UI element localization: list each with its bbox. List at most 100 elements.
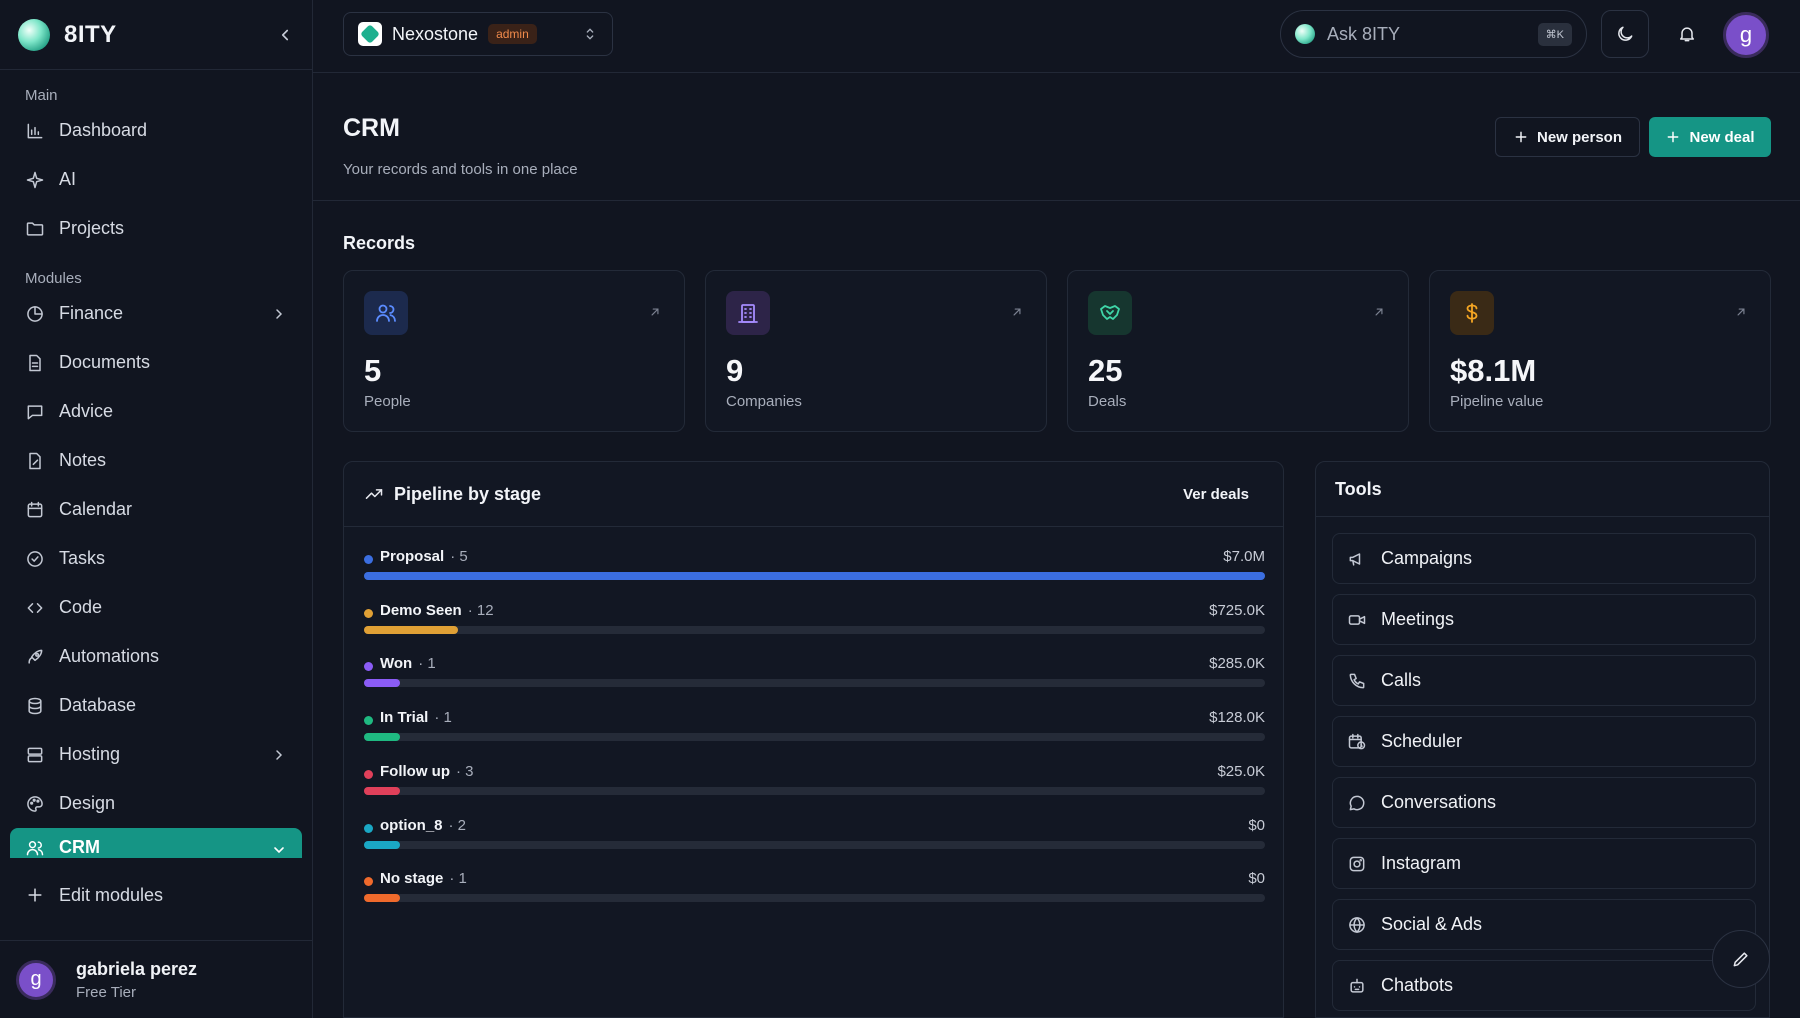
avatar[interactable]: g	[1723, 12, 1769, 58]
pipeline-stage-row[interactable]: Demo Seen · 12 $725.0K	[364, 600, 1265, 640]
pipeline-stage-row[interactable]: Won · 1 $285.0K	[364, 653, 1265, 693]
tool-instagram[interactable]: Instagram	[1332, 838, 1756, 889]
tool-social-ads[interactable]: Social & Ads	[1332, 899, 1756, 950]
view-deals-link[interactable]: Ver deals	[1183, 485, 1249, 503]
sidebar-item-documents[interactable]: Documents	[10, 338, 302, 387]
pipeline-stage-row[interactable]: Follow up · 3 $25.0K	[364, 761, 1265, 801]
stat-label: People	[364, 393, 411, 410]
sidebar-item-finance[interactable]: Finance	[10, 289, 302, 338]
edit-modules-button[interactable]: Edit modules	[0, 872, 312, 918]
shortcut-badge: ⌘K	[1537, 22, 1572, 46]
chevron-right-icon[interactable]	[271, 747, 287, 763]
pipeline-stage-row[interactable]: In Trial · 1 $128.0K	[364, 707, 1265, 747]
page-subtitle: Your records and tools in one place	[343, 161, 578, 178]
stat-card-deals[interactable]: 25 Deals	[1067, 270, 1409, 432]
sidebar-item-database[interactable]: Database	[10, 681, 302, 730]
sidebar-item-hosting[interactable]: Hosting	[10, 730, 302, 779]
sidebar-item-notes[interactable]: Notes	[10, 436, 302, 485]
stage-value: $285.0K	[1209, 655, 1265, 673]
stage-value: $0	[1248, 870, 1265, 888]
sidebar-item-label: Tasks	[59, 548, 106, 568]
new-deal-label: New deal	[1689, 128, 1755, 146]
stat-value: $8.1M	[1450, 353, 1537, 388]
tool-conversations[interactable]: Conversations	[1332, 777, 1756, 828]
stage-value: $128.0K	[1209, 709, 1265, 727]
sidebar-item-label: Documents	[59, 352, 151, 372]
stage-color-dot	[364, 877, 373, 887]
collapse-sidebar-icon[interactable]	[276, 26, 294, 44]
new-deal-button[interactable]: New deal	[1649, 117, 1771, 157]
stage-count: · 3	[455, 762, 474, 780]
ask-ai-input[interactable]: Ask 8ITY ⌘K	[1280, 10, 1587, 58]
stage-count: · 1	[449, 870, 467, 888]
sidebar-item-label: Calendar	[59, 499, 133, 519]
pipeline-stage-row[interactable]: Proposal · 5 $7.0M	[364, 546, 1265, 586]
tool-scheduler[interactable]: Scheduler	[1332, 716, 1756, 767]
sidebar-item-design[interactable]: Design	[10, 779, 302, 828]
section-label-main: Main	[25, 87, 58, 104]
pipeline-stage-row[interactable]: option_8 · 2 $0	[364, 815, 1265, 855]
tools-panel: Tools Campaigns Meetings Calls Scheduler…	[1315, 461, 1770, 1018]
stage-value: $7.0M	[1223, 548, 1265, 565]
stat-card-pipeline-value[interactable]: $8.1M Pipeline value	[1429, 270, 1771, 432]
tool-chatbots[interactable]: Chatbots	[1332, 960, 1756, 1011]
stage-name: Proposal · 5	[380, 548, 468, 565]
sidebar-item-advice[interactable]: Advice	[10, 387, 302, 436]
stage-progress-fill	[364, 840, 401, 849]
sidebar-item-label: Projects	[59, 218, 125, 238]
sidebar-item-label: Dashboard	[59, 120, 148, 140]
sidebar-item-tasks[interactable]: Tasks	[10, 534, 302, 583]
records-heading: Records	[343, 233, 416, 253]
new-person-label: New person	[1536, 128, 1623, 146]
nav-modules: Finance Documents Advice Notes Calendar …	[0, 289, 312, 858]
chevron-down-icon[interactable]	[271, 842, 287, 858]
edit-fab-button[interactable]	[1712, 930, 1770, 988]
stage-progress-fill	[364, 625, 458, 634]
user-profile[interactable]: g gabriela perez Free Tier	[0, 940, 312, 1018]
stage-color-dot	[364, 662, 373, 672]
stage-progress-track	[364, 572, 1265, 580]
arrow-up-right-icon[interactable]	[648, 305, 662, 319]
chevron-right-icon[interactable]	[271, 306, 287, 322]
sidebar-item-automations[interactable]: Automations	[10, 632, 302, 681]
tool-label: Instagram	[1381, 853, 1462, 873]
pipeline-panel: Pipeline by stage Ver deals Proposal · 5 $…	[343, 461, 1284, 1018]
pipeline-title: Pipeline by stage	[394, 483, 542, 504]
plus-icon	[1515, 131, 1527, 143]
new-person-button[interactable]: New person	[1495, 117, 1640, 157]
stat-card-companies[interactable]: 9 Companies	[705, 270, 1047, 432]
tool-label: Chatbots	[1381, 975, 1454, 995]
sidebar-item-dashboard[interactable]: Dashboard	[10, 106, 302, 155]
stage-color-dot	[364, 716, 373, 726]
database-icon	[25, 696, 45, 716]
sidebar-item-projects[interactable]: Projects	[10, 204, 302, 253]
arrow-up-right-icon[interactable]	[1734, 305, 1748, 319]
stage-value: $0	[1248, 816, 1265, 834]
sidebar-item-calendar[interactable]: Calendar	[10, 485, 302, 534]
stage-value: $25.0K	[1217, 762, 1265, 780]
sidebar-item-crm[interactable]: CRM	[10, 828, 302, 858]
trending-up-icon	[364, 484, 384, 504]
sidebar-item-code[interactable]: Code	[10, 583, 302, 632]
arrow-up-right-icon[interactable]	[1010, 305, 1024, 319]
instagram-icon	[1349, 856, 1365, 871]
chevron-up-down-icon	[582, 26, 598, 42]
pipeline-stage-row[interactable]: No stage · 1 $0	[364, 868, 1265, 908]
stage-count: · 1	[434, 709, 452, 727]
workspace-name: Nexostone	[392, 23, 479, 44]
megaphone-icon	[1349, 552, 1361, 566]
stat-label: Companies	[726, 393, 802, 410]
handshake-icon	[1098, 301, 1122, 325]
sidebar-item-ai[interactable]: AI	[10, 155, 302, 204]
theme-toggle-button[interactable]	[1601, 10, 1649, 58]
tool-campaigns[interactable]: Campaigns	[1332, 533, 1756, 584]
arrow-up-right-icon[interactable]	[1372, 305, 1386, 319]
tool-meetings[interactable]: Meetings	[1332, 594, 1756, 645]
page-title: CRM	[343, 114, 400, 142]
stat-card-people[interactable]: 5 People	[343, 270, 685, 432]
workspace-switcher[interactable]: Nexostone admin	[343, 12, 613, 56]
tool-calls[interactable]: Calls	[1332, 655, 1756, 706]
bell-icon[interactable]	[1677, 24, 1697, 44]
stage-progress-fill	[364, 733, 401, 742]
sidebar-item-label: Hosting	[59, 744, 121, 764]
